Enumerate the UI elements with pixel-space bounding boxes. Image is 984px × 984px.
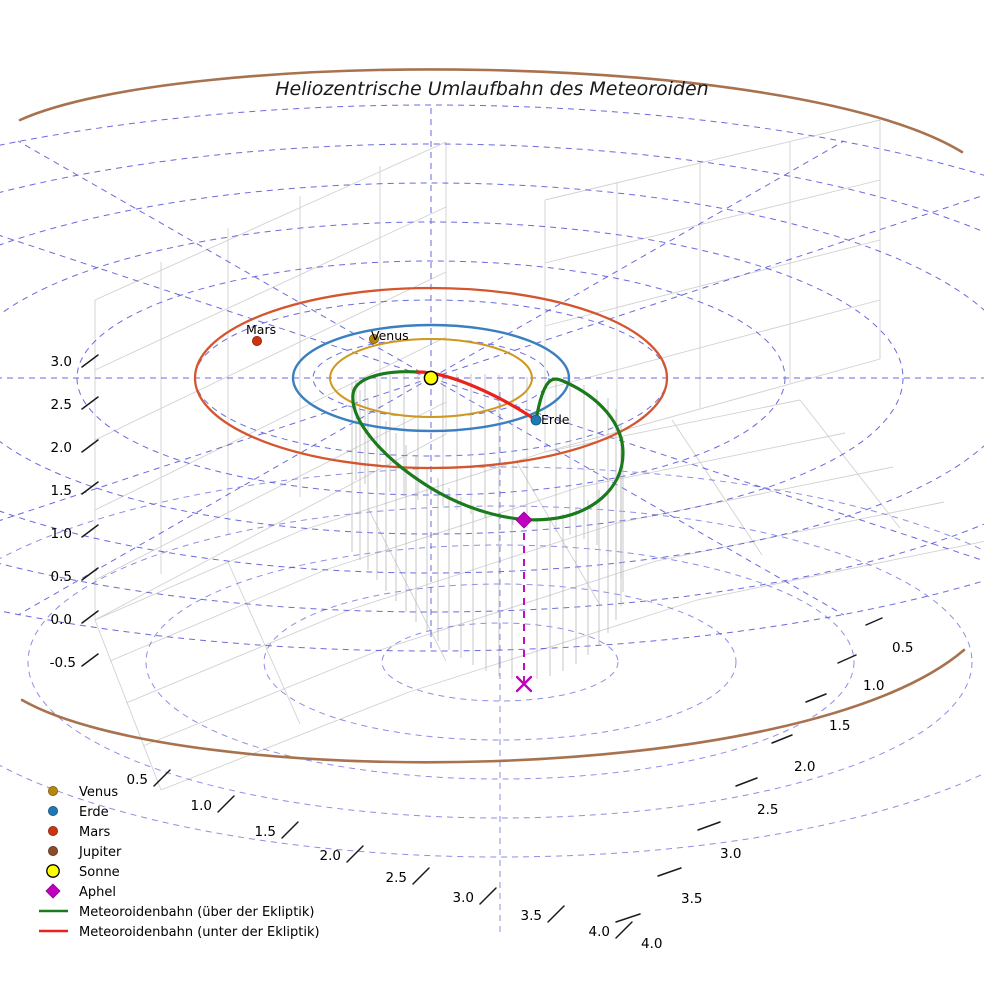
legend-marker-mars (48, 826, 59, 837)
marker-sonne[interactable] (423, 370, 439, 386)
orbit-erde (291, 323, 571, 433)
y-tick-label: 1.5 (829, 718, 850, 734)
orbit-venus (329, 338, 533, 418)
z-tick-label: 1.5 (51, 483, 72, 499)
y-axis-tick-labels: 0.5 1.0 1.5 2.0 2.5 3.0 3.5 4.0 (641, 640, 913, 952)
axes-pane-grid (94, 119, 984, 791)
y-tick-label: 3.0 (720, 846, 741, 862)
axis-ticks (81, 354, 883, 939)
z-tick-label: 0.5 (51, 569, 72, 585)
legend-label-jupiter[interactable]: Jupiter (78, 845, 122, 860)
legend-marker-sonne (46, 864, 60, 878)
aphel-projection-x-icon (515, 675, 533, 693)
legend-label-meteoroid-below[interactable]: Meteoroidenbahn (unter der Ekliptik) (79, 925, 320, 940)
legend-label-venus[interactable]: Venus (79, 785, 118, 800)
label-erde: Erde (541, 412, 570, 427)
legend-label-aphel[interactable]: Aphel (79, 885, 116, 900)
marker-erde[interactable] (530, 414, 542, 426)
y-tick-label: 2.0 (794, 759, 815, 775)
body-markers (251, 333, 542, 529)
marker-aphel[interactable] (515, 511, 533, 529)
y-tick-label: 4.0 (641, 936, 662, 952)
aphel-drop-line (515, 520, 533, 693)
x-tick-label: 1.0 (191, 798, 212, 814)
meteoroid-orbit-above (351, 370, 625, 522)
z-tick-label: 1.0 (51, 526, 72, 542)
x-tick-label: 2.0 (320, 848, 341, 864)
x-tick-label: 4.0 (589, 924, 610, 940)
x-tick-label: 0.5 (127, 772, 148, 788)
y-tick-label: 0.5 (892, 640, 913, 656)
z-tick-label: -0.5 (50, 655, 76, 671)
legend-marker-aphel (45, 883, 61, 899)
z-tick-label: 2.5 (51, 397, 72, 413)
y-tick-label: 1.0 (863, 678, 884, 694)
z-tick-label: 0.0 (51, 612, 72, 628)
marker-venus[interactable] (368, 333, 379, 344)
z-axis-tick-labels: 3.0 2.5 2.0 1.5 1.0 0.5 0.0 -0.5 (50, 354, 76, 671)
legend: Venus Erde Mars Jupiter Sonne Aphel Mete… (39, 785, 320, 940)
polar-grid-floor (0, 389, 984, 935)
body-annotation-labels: Mars Venus Erde (246, 322, 570, 427)
legend-label-mars[interactable]: Mars (79, 825, 111, 840)
y-tick-label: 2.5 (757, 802, 778, 818)
orbit-jupiter (18, 68, 966, 764)
x-tick-label: 2.5 (386, 870, 407, 886)
legend-label-meteoroid-above[interactable]: Meteoroidenbahn (über der Ekliptik) (79, 905, 315, 920)
marker-mars[interactable] (251, 335, 262, 346)
x-tick-label: 1.5 (255, 824, 276, 840)
legend-label-erde[interactable]: Erde (79, 805, 109, 820)
x-axis-tick-labels: 0.5 1.0 1.5 2.0 2.5 3.0 3.5 4.0 (127, 772, 610, 940)
legend-label-sonne[interactable]: Sonne (79, 865, 120, 880)
z-tick-label: 2.0 (51, 440, 72, 456)
y-tick-label: 3.5 (681, 891, 702, 907)
legend-marker-venus (48, 786, 59, 797)
label-venus: Venus (371, 328, 409, 343)
legend-marker-jupiter (48, 846, 59, 857)
label-mars: Mars (246, 322, 276, 337)
legend-marker-erde (48, 806, 59, 817)
orbit-mars (193, 286, 669, 470)
z-tick-label: 3.0 (51, 354, 72, 370)
chart-title: Heliozentrische Umlaufbahn des Meteoroid… (275, 78, 708, 100)
x-tick-label: 3.5 (521, 908, 542, 924)
x-tick-label: 3.0 (453, 890, 474, 906)
